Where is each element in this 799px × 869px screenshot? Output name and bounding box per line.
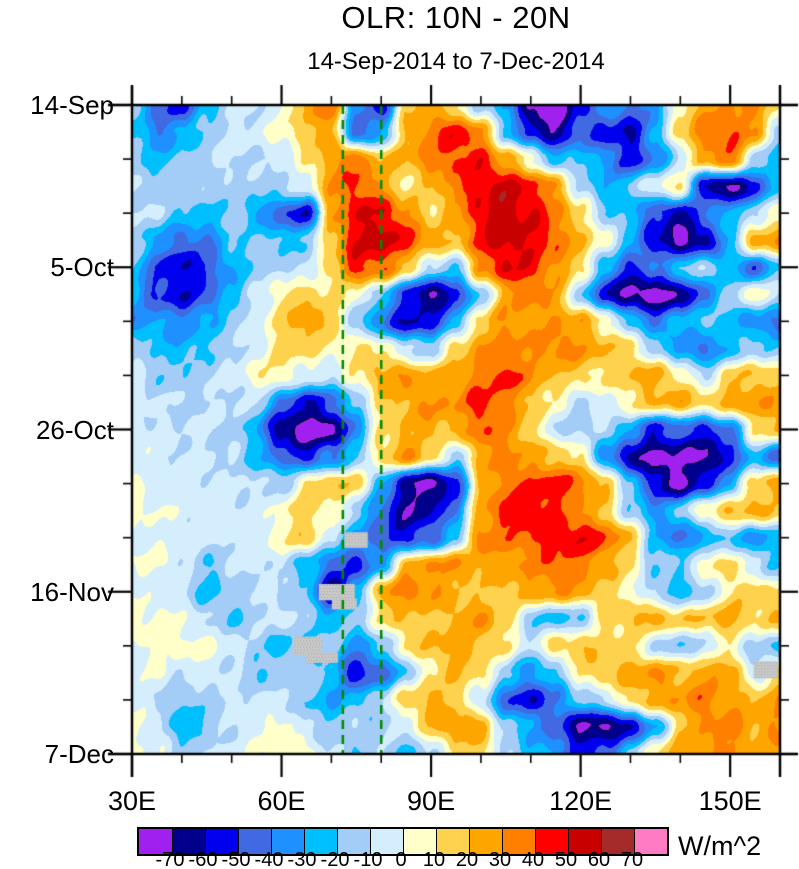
colorbar-tick-label-0: 0 bbox=[395, 849, 407, 869]
colorbar bbox=[137, 827, 669, 856]
colorbar-swatch-0 bbox=[139, 829, 172, 854]
colorbar-swatch-1 bbox=[172, 829, 205, 854]
colorbar-swatch-12 bbox=[535, 829, 568, 854]
x-tick-label-90e: 90E bbox=[407, 786, 456, 816]
colorbar-swatch-3 bbox=[238, 829, 271, 854]
colorbar-tick-label--30: -30 bbox=[287, 849, 317, 869]
y-tick-label-5-oct: 5-Oct bbox=[50, 252, 114, 283]
colorbar-tick-label-50: 50 bbox=[554, 849, 578, 869]
colorbar-tick-label--50: -50 bbox=[221, 849, 251, 869]
colorbar-swatch-5 bbox=[304, 829, 337, 854]
colorbar-tick-label--40: -40 bbox=[254, 849, 284, 869]
x-tick-label-150e: 150E bbox=[698, 786, 762, 816]
colorbar-swatch-14 bbox=[601, 829, 634, 854]
colorbar-tick-label-70: 70 bbox=[620, 849, 644, 869]
colorbar-tick-label-30: 30 bbox=[488, 849, 512, 869]
x-tick-label-60e: 60E bbox=[257, 786, 306, 816]
colorbar-tick-label--20: -20 bbox=[320, 849, 350, 869]
x-tick-label-120e: 120E bbox=[549, 786, 613, 816]
colorbar-tick-label-40: 40 bbox=[521, 849, 545, 869]
colorbar-swatch-2 bbox=[205, 829, 238, 854]
colorbar-tick-label-20: 20 bbox=[455, 849, 479, 869]
colorbar-swatch-9 bbox=[436, 829, 469, 854]
y-tick-label-16-nov: 16-Nov bbox=[30, 576, 114, 607]
colorbar-swatch-4 bbox=[271, 829, 304, 854]
colorbar-tick-label--10: -10 bbox=[353, 849, 383, 869]
y-tick-label-14-sep: 14-Sep bbox=[30, 90, 114, 120]
colorbar-swatch-15 bbox=[634, 829, 667, 854]
y-tick-label-26-oct: 26-Oct bbox=[35, 414, 114, 445]
colorbar-swatch-11 bbox=[502, 829, 535, 854]
chart-title: OLR: 10N - 20N bbox=[341, 0, 571, 35]
y-tick-label-7-dec: 7-Dec bbox=[44, 739, 114, 769]
chart-subtitle: 14-Sep-2014 to 7-Dec-2014 bbox=[307, 48, 605, 75]
colorbar-tick-label-60: 60 bbox=[587, 849, 611, 869]
colorbar-tick-label-10: 10 bbox=[422, 849, 446, 869]
colorbar-tick-label--60: -60 bbox=[188, 849, 218, 869]
colorbar-swatch-10 bbox=[469, 829, 502, 854]
colorbar-swatch-8 bbox=[403, 829, 436, 854]
colorbar-swatch-7 bbox=[370, 829, 403, 854]
colorbar-unit-label: W/m^2 bbox=[678, 831, 762, 861]
x-tick-label-30e: 30E bbox=[107, 786, 157, 816]
colorbar-swatch-6 bbox=[337, 829, 370, 854]
colorbar-tick-label--70: -70 bbox=[155, 849, 185, 869]
colorbar-swatch-13 bbox=[568, 829, 601, 854]
